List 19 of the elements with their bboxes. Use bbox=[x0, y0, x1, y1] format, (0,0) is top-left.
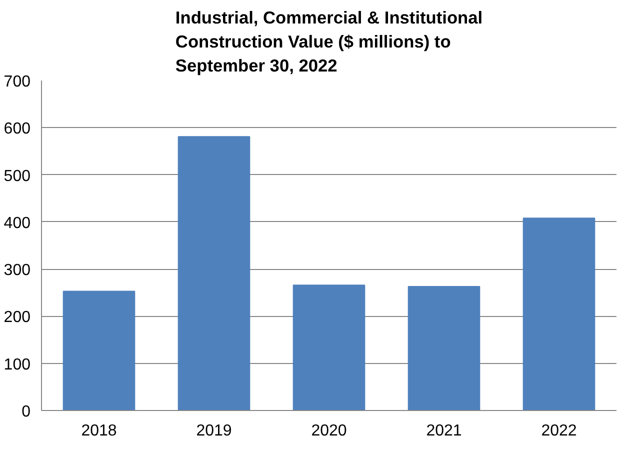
y-tick-label: 500 bbox=[4, 168, 31, 185]
y-tick-label: 200 bbox=[4, 309, 31, 326]
x-tick-label: 2020 bbox=[311, 422, 347, 440]
y-tick-label: 100 bbox=[4, 356, 31, 374]
bar bbox=[178, 136, 250, 410]
bar bbox=[522, 218, 596, 410]
y-tick-label: 600 bbox=[4, 120, 31, 138]
bar bbox=[62, 290, 136, 410]
y-tick-label: 400 bbox=[4, 214, 31, 232]
y-tick-label: 300 bbox=[4, 262, 31, 280]
x-tick-label: 2022 bbox=[541, 422, 577, 440]
y-tick-label: 0 bbox=[22, 404, 31, 420]
bar bbox=[408, 286, 480, 410]
x-tick-label: 2018 bbox=[81, 422, 117, 440]
x-tick-label: 2019 bbox=[196, 422, 232, 440]
y-tick-label: 700 bbox=[4, 74, 31, 90]
x-tick-label: 2021 bbox=[426, 422, 462, 440]
bar bbox=[292, 284, 366, 410]
chart-title: Industrial, Commercial & Institutional Construction Value ($ millions) to September 30, 2022 bbox=[175, 8, 483, 76]
